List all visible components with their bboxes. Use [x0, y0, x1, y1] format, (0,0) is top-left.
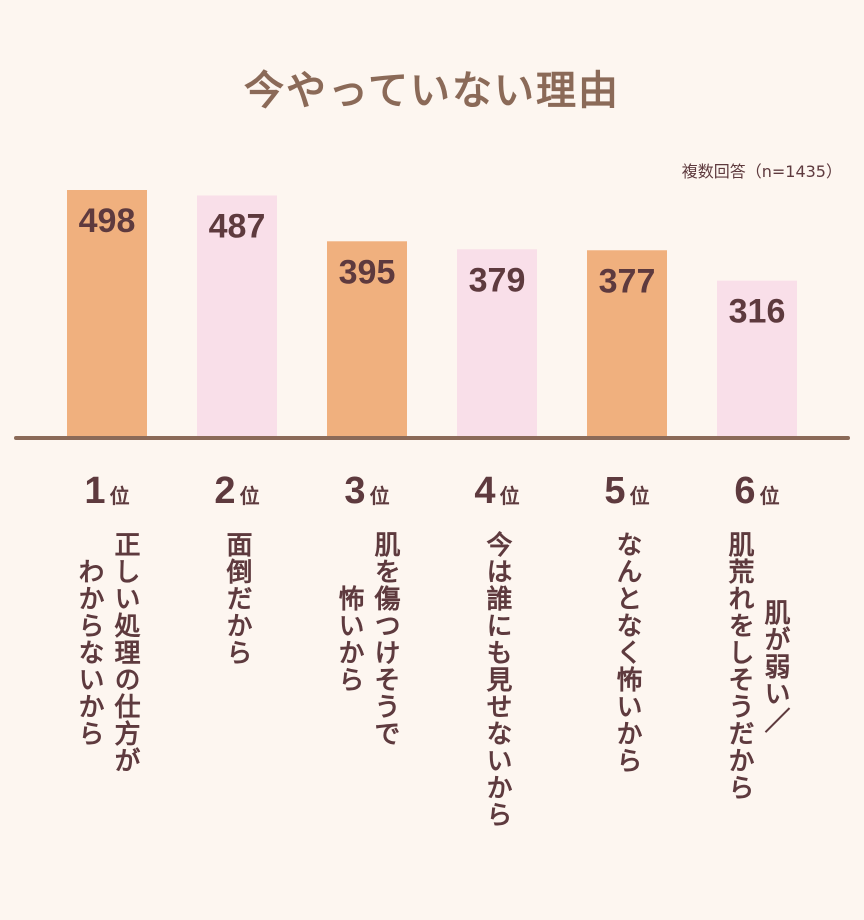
category-column: 4 位今は誰にも見せないから: [432, 470, 562, 832]
rank-suffix: 位: [759, 486, 780, 508]
rank-suffix: 位: [239, 486, 260, 508]
rank-suffix: 位: [369, 486, 390, 508]
rank-number: 3: [344, 470, 366, 512]
category-label: なんとなく怖いから: [612, 531, 642, 774]
rank-number: 2: [214, 470, 236, 512]
bar: [457, 249, 537, 438]
category-label: 今は誰にも見せないから: [482, 531, 512, 828]
category-column: 2 位面倒だから: [172, 470, 302, 670]
bar-value-label: 316: [729, 293, 786, 331]
category-column: 5 位なんとなく怖いから: [562, 470, 692, 778]
rank-suffix: 位: [629, 486, 650, 508]
bar: [197, 195, 277, 438]
category-column: 1 位正しい処理の仕方が わからないから: [42, 470, 172, 778]
rank-suffix: 位: [499, 486, 520, 508]
bar-value-label: 487: [209, 207, 266, 245]
bar-value-label: 377: [599, 262, 656, 300]
category-label: 肌が弱い／ 肌荒れをしそうだから: [724, 531, 790, 801]
bar-value-label: 379: [469, 261, 526, 299]
category-column: 3 位肌を傷つけそうで 怖いから: [302, 470, 432, 751]
sample-note: 複数回答（n=1435）: [681, 162, 842, 181]
bar: [717, 280, 797, 438]
bar: [327, 241, 407, 438]
bar: [67, 190, 147, 438]
category-label: 肌を傷つけそうで 怖いから: [334, 531, 400, 747]
bar-chart: 498 487 395 379 377 316: [14, 190, 850, 440]
category-label: 正しい処理の仕方が わからないから: [74, 531, 140, 774]
rank-suffix: 位: [109, 486, 130, 508]
bar: [587, 250, 667, 438]
category-label: 面倒だから: [222, 531, 252, 666]
rank-number: 4: [474, 470, 496, 512]
bar-value-label: 395: [339, 253, 396, 291]
rank-number: 5: [604, 470, 626, 512]
rank-number: 1: [84, 470, 106, 512]
chart-title: 今やっていない理由: [244, 68, 620, 114]
category-column: 6 位肌が弱い／ 肌荒れをしそうだから: [692, 470, 822, 805]
rank-number: 6: [734, 470, 756, 512]
bar-value-label: 498: [79, 202, 136, 240]
